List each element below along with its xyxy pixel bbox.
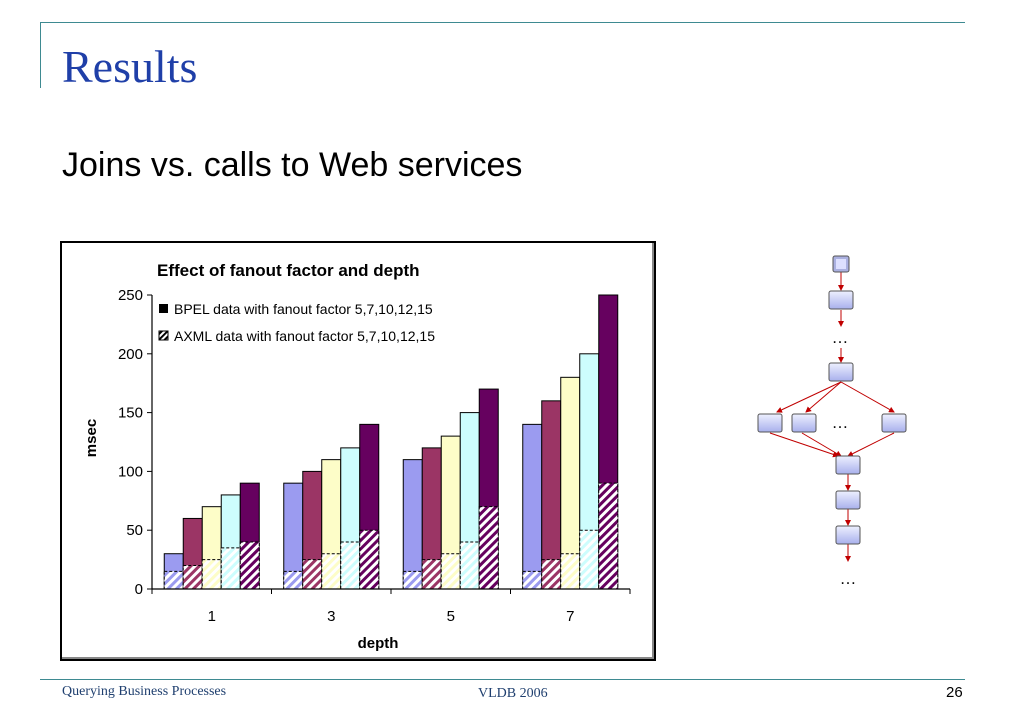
bars-group <box>163 294 619 590</box>
diagram-node <box>835 525 861 545</box>
bar-axml-fanout-15-depth-7 <box>598 482 619 590</box>
footer-left: Querying Business Processes <box>62 684 227 699</box>
legend: BPEL data with fanout factor 5,7,10,12,1… <box>158 301 435 344</box>
y-axis-label: msec <box>83 419 100 457</box>
bar-chart: Effect of fanout factor and depth msec d… <box>83 261 631 652</box>
diagram-node <box>791 413 817 433</box>
x-tick-label: 3 <box>327 608 335 625</box>
bar-axml-fanout-5-depth-5 <box>402 570 423 590</box>
diagram-ellipsis-middle: … <box>832 415 848 432</box>
top-rule <box>40 22 965 23</box>
bar-axml-fanout-10-depth-7 <box>560 553 581 590</box>
bar-axml-fanout-12-depth-5 <box>459 541 480 590</box>
page-number: 26 <box>946 684 963 701</box>
x-tick-label: 1 <box>208 608 216 625</box>
bar-axml-fanout-10-depth-3 <box>321 553 342 590</box>
diagram-node <box>757 413 783 433</box>
bar-axml-fanout-10-depth-5 <box>440 553 461 590</box>
bar-axml-fanout-5-depth-3 <box>283 570 304 590</box>
bar-axml-fanout-7-depth-5 <box>421 559 442 590</box>
legend-label-axml: AXML data with fanout factor 5,7,10,12,1… <box>174 328 435 344</box>
slide-title: Results <box>62 41 198 92</box>
x-tick-label: 5 <box>447 608 455 625</box>
bar-axml-fanout-5-depth-7 <box>522 570 543 590</box>
bar-axml-fanout-15-depth-5 <box>478 506 499 590</box>
legend-solid-swatch <box>159 304 168 313</box>
y-tick-label: 200 <box>118 346 143 363</box>
legend-hatched-swatch <box>158 330 169 341</box>
diagram-node <box>835 490 861 510</box>
bar-axml-fanout-12-depth-7 <box>579 529 600 590</box>
chart-frame: Effect of fanout factor and depth msec d… <box>60 241 656 661</box>
root-node-inner <box>836 259 846 269</box>
bar-axml-fanout-10-depth-1 <box>201 559 222 590</box>
x-tick-label: 7 <box>566 608 574 625</box>
left-rule <box>40 22 41 88</box>
y-tick-label: 0 <box>135 581 143 598</box>
diagram-node <box>881 413 907 433</box>
bar-axml-fanout-15-depth-1 <box>239 541 260 590</box>
y-tick-label: 100 <box>118 463 143 480</box>
legend-label-bpel: BPEL data with fanout factor 5,7,10,12,1… <box>174 301 433 317</box>
y-tick-label: 50 <box>126 522 143 539</box>
bar-axml-fanout-12-depth-3 <box>340 541 361 590</box>
axes-group: 1 3 5 7 0 50 100 150 200 250 <box>118 287 631 625</box>
diagram-edges <box>769 272 895 562</box>
diagram-node <box>828 290 854 310</box>
diagram-node <box>835 455 861 475</box>
bar-axml-fanout-7-depth-7 <box>541 559 562 590</box>
bar-axml-fanout-15-depth-3 <box>359 529 380 590</box>
footer-center: VLDB 2006 <box>478 686 548 701</box>
process-tree-diagram: … … … <box>757 255 907 588</box>
slide-subtitle: Joins vs. calls to Web services <box>62 146 523 184</box>
y-tick-label: 150 <box>118 405 143 422</box>
chart-title: Effect of fanout factor and depth <box>157 261 420 280</box>
bar-axml-fanout-12-depth-1 <box>220 547 241 590</box>
diagram-ellipsis-top: … <box>832 330 848 347</box>
bar-axml-fanout-7-depth-3 <box>302 559 323 590</box>
bottom-rule <box>40 679 965 680</box>
diagram-nodes <box>757 255 907 545</box>
y-tick-label: 250 <box>118 287 143 304</box>
bar-bpel-fanout-5-depth-7 <box>522 423 543 590</box>
bar-axml-fanout-5-depth-1 <box>163 570 184 590</box>
x-axis-label: depth <box>358 635 399 652</box>
bar-axml-fanout-7-depth-1 <box>182 564 203 590</box>
diagram-node <box>828 362 854 382</box>
diagram-ellipsis-bottom: … <box>840 571 856 588</box>
bar-bpel-fanout-5-depth-5 <box>402 459 423 590</box>
